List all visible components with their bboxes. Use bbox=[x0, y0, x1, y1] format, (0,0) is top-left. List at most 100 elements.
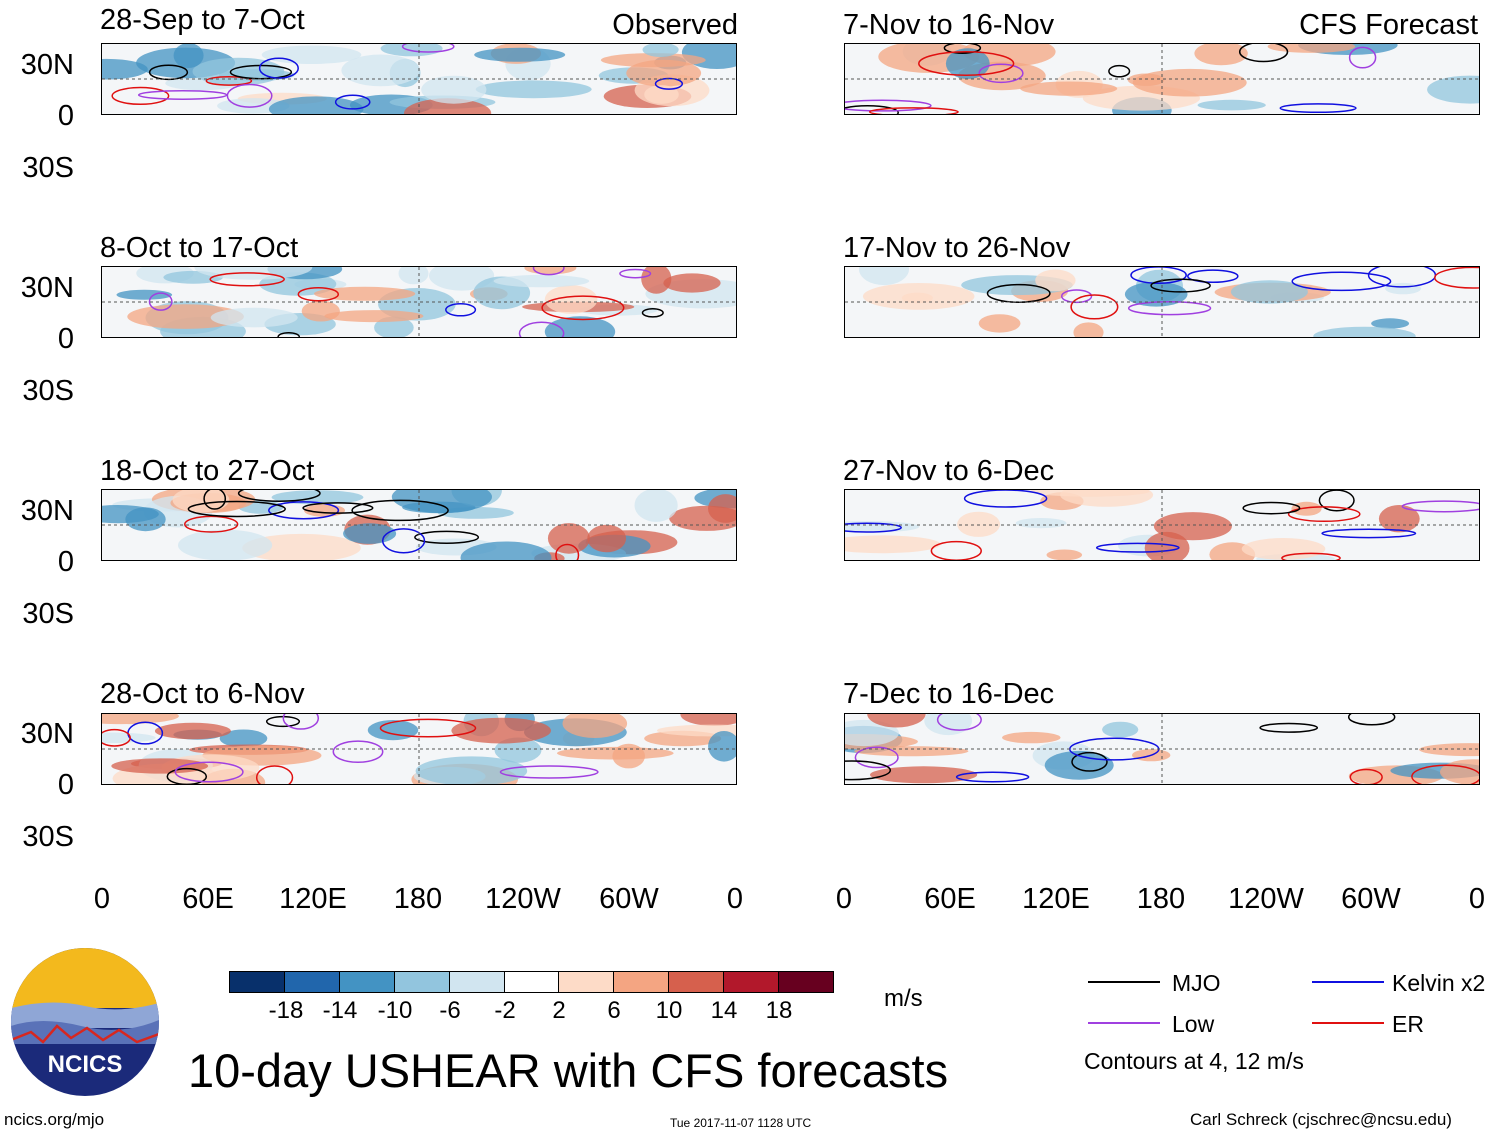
panel-title-left-3: 18-Oct to 27-Oct bbox=[100, 455, 315, 487]
x-tick-120w: 120W bbox=[1228, 883, 1304, 915]
wave-contour bbox=[334, 94, 371, 110]
shear-field bbox=[102, 267, 736, 337]
colorbar-swatch bbox=[393, 971, 450, 993]
shear-anomaly-blob bbox=[1419, 743, 1479, 757]
wave-contour bbox=[277, 331, 301, 337]
shear-anomaly-blob bbox=[557, 746, 674, 760]
shear-field bbox=[845, 44, 1479, 114]
shear-anomaly-blob bbox=[547, 523, 590, 554]
colorbar-swatch bbox=[613, 971, 670, 993]
shear-anomaly-blob bbox=[680, 714, 736, 726]
y-tick-0: 0 bbox=[57, 769, 74, 801]
wave-contour bbox=[205, 75, 253, 86]
observed-tag: Observed bbox=[612, 9, 738, 41]
map-panel-left-1 bbox=[101, 43, 737, 115]
y-tick-30s: 30S bbox=[22, 598, 74, 630]
wave-contour bbox=[1150, 278, 1211, 293]
colorbar-swatch bbox=[283, 971, 340, 993]
y-tick-30n: 30N bbox=[20, 718, 74, 750]
shear-anomaly-blob bbox=[845, 535, 941, 554]
colorbar-swatch bbox=[723, 971, 780, 993]
x-tick-0: 0 bbox=[93, 883, 111, 915]
shear-anomaly-blob bbox=[1371, 318, 1410, 329]
colorbar-units: m/s bbox=[884, 985, 923, 1012]
map-panel-right-4 bbox=[844, 713, 1480, 785]
shear-anomaly-blob bbox=[544, 285, 598, 314]
wave-contour bbox=[255, 765, 294, 784]
shear-anomaly-blob bbox=[404, 98, 492, 114]
colorbar-label: 6 bbox=[607, 997, 621, 1024]
colorbar-swatch bbox=[778, 971, 834, 993]
shear-anomaly-blob bbox=[957, 511, 1001, 537]
map-panel-right-1 bbox=[844, 43, 1480, 115]
shear-anomaly-blob bbox=[210, 307, 298, 328]
shear-anomaly-blob bbox=[1102, 721, 1139, 738]
map-panel-left-4 bbox=[101, 713, 737, 785]
wave-contour bbox=[297, 286, 340, 302]
x-tick-120e: 120E bbox=[279, 883, 347, 915]
wave-contour bbox=[137, 90, 228, 100]
shear-anomaly-blob bbox=[173, 44, 204, 68]
wave-contour bbox=[1281, 552, 1341, 560]
shear-anomaly-blob bbox=[1046, 549, 1083, 560]
wave-contour bbox=[1287, 506, 1361, 523]
shear-anomaly-blob bbox=[544, 316, 616, 337]
shear-anomaly-blob bbox=[391, 490, 492, 513]
wave-contour bbox=[184, 515, 239, 533]
wave-contour bbox=[226, 83, 273, 108]
shear-anomaly-blob bbox=[663, 273, 721, 293]
shear-anomaly-blob bbox=[626, 59, 702, 87]
ncics-logo: NCICS bbox=[11, 948, 159, 1096]
colorbar-swatch bbox=[668, 971, 725, 993]
wave-contour bbox=[930, 540, 982, 560]
wave-contour bbox=[414, 530, 480, 544]
shear-anomaly-blob bbox=[301, 300, 340, 322]
y-tick-30s: 30S bbox=[22, 821, 74, 853]
shear-anomaly-blob bbox=[102, 714, 179, 725]
wave-contour bbox=[1279, 103, 1357, 114]
wave-contour bbox=[1259, 722, 1319, 733]
legend-label-mjo: MJO bbox=[1172, 970, 1221, 996]
map-panel-left-2 bbox=[101, 266, 737, 338]
colorbar-label: 10 bbox=[655, 997, 683, 1024]
map-panel-right-2 bbox=[844, 266, 1480, 338]
wave-contour bbox=[111, 86, 170, 106]
wave-contour bbox=[532, 267, 565, 276]
colorbar-label: -10 bbox=[377, 997, 413, 1024]
shear-anomaly-blob bbox=[1427, 75, 1479, 104]
shear-anomaly-blob bbox=[641, 267, 672, 294]
shear-anomaly-blob bbox=[268, 96, 364, 114]
wave-contour bbox=[1187, 269, 1239, 284]
wave-contour bbox=[555, 543, 580, 560]
wave-contour bbox=[148, 292, 173, 311]
shear-anomaly-blob bbox=[460, 541, 552, 560]
shear-anomaly-blob bbox=[1153, 512, 1232, 541]
shear-field bbox=[102, 44, 736, 114]
shear-anomaly-blob bbox=[1385, 282, 1422, 295]
y-tick-30s: 30S bbox=[22, 152, 74, 184]
shear-anomaly-blob bbox=[415, 756, 528, 784]
map-panel-left-3 bbox=[101, 489, 737, 561]
legend-line-kelvin bbox=[1312, 981, 1384, 983]
wave-contour bbox=[641, 307, 664, 318]
panel-title-right-3: 27-Nov to 6-Dec bbox=[843, 455, 1055, 487]
shear-anomaly-blob bbox=[154, 722, 231, 740]
wave-contour bbox=[1070, 294, 1119, 320]
wave-contour bbox=[499, 765, 599, 779]
shear-anomaly-blob bbox=[1044, 750, 1114, 780]
y-tick-0: 0 bbox=[57, 323, 74, 355]
panel-title-left-4: 28-Oct to 6-Nov bbox=[100, 678, 305, 710]
wave-contour bbox=[1434, 267, 1479, 289]
wave-contour bbox=[237, 490, 321, 502]
wave-contour bbox=[1071, 751, 1108, 772]
legend-label-low: Low bbox=[1172, 1011, 1215, 1037]
shear-anomaly-blob bbox=[1267, 44, 1356, 53]
panel-title-left-1: 28-Sep to 7-Oct bbox=[100, 4, 305, 36]
shear-anomaly-blob bbox=[634, 490, 678, 522]
shear-anomaly-blob bbox=[219, 729, 268, 748]
website-link[interactable]: ncics.org/mjo bbox=[4, 1110, 105, 1129]
shear-anomaly-blob bbox=[1035, 269, 1076, 292]
legend-line-er bbox=[1312, 1022, 1384, 1024]
wave-contour bbox=[1242, 501, 1301, 515]
figure-title: 10-day USHEAR with CFS forecasts bbox=[188, 1044, 949, 1097]
